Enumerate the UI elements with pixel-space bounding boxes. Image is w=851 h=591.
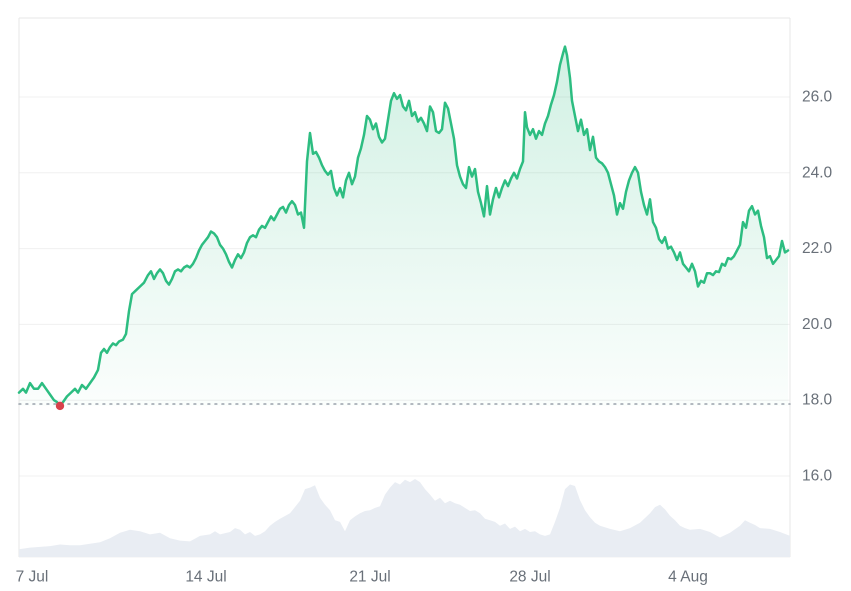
- x-axis-label: 28 Jul: [509, 569, 550, 586]
- x-axis-label: 21 Jul: [349, 569, 390, 586]
- y-axis-label: 20.0: [802, 316, 833, 333]
- price-area-fill: [19, 46, 788, 406]
- y-axis-label: 18.0: [802, 392, 833, 409]
- y-axis-label: 22.0: [802, 240, 833, 257]
- x-axis-label: 7 Jul: [16, 569, 49, 586]
- low-marker-dot: [55, 401, 65, 411]
- y-axis-label: 16.0: [802, 468, 833, 485]
- y-axis-label: 24.0: [802, 164, 833, 181]
- volume-area: [19, 479, 790, 557]
- x-axis-label: 14 Jul: [185, 569, 226, 586]
- x-axis-label: 4 Aug: [668, 569, 708, 586]
- price-line: [17, 45, 790, 408]
- y-axis-label: 26.0: [802, 89, 833, 106]
